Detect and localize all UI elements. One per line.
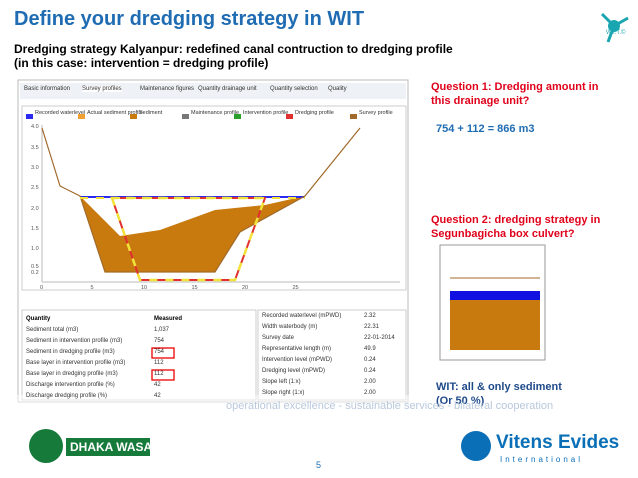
cell: Slope left (1:x) bbox=[262, 379, 301, 385]
note: (Or 50 %) bbox=[436, 395, 485, 407]
tab: Quantity drainage unit bbox=[198, 86, 257, 92]
legend-label: Maintenance profile bbox=[191, 110, 240, 116]
wit-node bbox=[608, 20, 620, 32]
cell: 1,037 bbox=[154, 327, 170, 333]
cell: 22-01-2014 bbox=[364, 335, 395, 341]
y-tick-label: 2.0 bbox=[31, 206, 39, 212]
cell: 112 bbox=[154, 360, 164, 366]
cell: Recorded waterlevel (mPWD) bbox=[262, 313, 342, 319]
legend-label: Actual sediment profile bbox=[87, 110, 143, 116]
cell: Discharge dredging profile (%) bbox=[26, 393, 108, 399]
parameter-table-frame bbox=[257, 309, 407, 401]
highlight bbox=[151, 347, 175, 359]
x-tick-label: 0 bbox=[40, 285, 44, 291]
cell: Survey date bbox=[262, 335, 295, 341]
cell: 42 bbox=[154, 382, 161, 388]
page-number: 5 bbox=[316, 460, 322, 470]
cell: 2.00 bbox=[364, 379, 376, 385]
tab: Maintenance figures bbox=[140, 86, 195, 92]
legend-swatch bbox=[286, 114, 293, 119]
quantity-table-frame bbox=[21, 309, 257, 401]
cell: Discharge intervention profile (%) bbox=[26, 382, 115, 388]
x-tick-label: 25 bbox=[292, 285, 299, 291]
tagline: operational excellence - sustainable ser… bbox=[226, 400, 554, 412]
y-tick-label: 1.0 bbox=[31, 246, 39, 252]
cell: 42 bbox=[154, 393, 161, 399]
cell: Base layer in intervention profile (m3) bbox=[26, 360, 126, 366]
dhaka-label-bg bbox=[66, 438, 150, 456]
note: WIT: all & only sediment bbox=[436, 381, 562, 393]
y-tick-label: 2.5 bbox=[31, 185, 39, 191]
cell: Base layer in dredging profile (m3) bbox=[26, 371, 118, 377]
vitens-sub: International bbox=[500, 455, 584, 464]
question: Question 2: dredging strategy in bbox=[431, 214, 601, 226]
vitens-logo bbox=[461, 431, 491, 461]
legend-swatch bbox=[182, 114, 189, 119]
x-tick-label: 20 bbox=[242, 285, 249, 291]
x-tick-label: 10 bbox=[141, 285, 148, 291]
dhaka-logo bbox=[29, 429, 63, 463]
legend-swatch bbox=[350, 114, 357, 119]
cell: 0.24 bbox=[364, 357, 376, 363]
y-tick-label: 1.5 bbox=[31, 226, 39, 232]
cell: 2.32 bbox=[364, 313, 376, 319]
answer: 754 + 112 = 866 m3 bbox=[436, 123, 535, 135]
mini-sediment bbox=[450, 300, 540, 350]
cell: Width waterbody (m) bbox=[262, 324, 318, 330]
y-tick-label: 3.5 bbox=[31, 145, 39, 151]
x-tick-label: 5 bbox=[90, 285, 94, 291]
sediment bbox=[80, 196, 305, 272]
legend-label: Recorded waterlevel bbox=[35, 110, 86, 116]
tab: Survey profiles bbox=[82, 86, 122, 92]
legend-label: Intervention profile bbox=[243, 110, 289, 116]
cell: 754 bbox=[154, 349, 165, 355]
tab: Quality bbox=[328, 86, 347, 92]
cell: Intervention level (mPWD) bbox=[262, 357, 333, 363]
wit-logo-text: W.I.T.© bbox=[606, 30, 626, 36]
column-header: Measured bbox=[154, 316, 183, 322]
column-header: Quantity bbox=[26, 316, 51, 322]
legend-label: Sediment bbox=[139, 110, 163, 116]
band bbox=[0, 395, 638, 423]
cell: 2.00 bbox=[364, 390, 376, 396]
cell: Slope right (1:x) bbox=[262, 390, 305, 396]
y-tick-label: 4.0 bbox=[31, 124, 39, 130]
x-tick-label: 15 bbox=[191, 285, 198, 291]
cell: Representative length (m) bbox=[262, 346, 332, 352]
highlight bbox=[151, 369, 175, 381]
legend-label: Survey profile bbox=[359, 110, 393, 116]
cell: Sediment total (m3) bbox=[26, 327, 79, 333]
survey-profile bbox=[41, 127, 361, 273]
legend-label: Dredging profile bbox=[295, 110, 334, 116]
tab: Basic information bbox=[24, 86, 71, 92]
title: Define your dredging strategy in WIT bbox=[14, 8, 365, 30]
legend-swatch bbox=[130, 114, 137, 119]
legend-swatch bbox=[234, 114, 241, 119]
question: Segunbagicha box culvert? bbox=[431, 228, 575, 240]
subtitle: Dredging strategy Kalyanpur: redefined c… bbox=[14, 42, 453, 56]
cell: Sediment in intervention profile (m3) bbox=[26, 338, 123, 344]
cell: 112 bbox=[154, 371, 164, 377]
y-tick-label: 3.0 bbox=[31, 165, 39, 171]
y-tick-label: 0.5 bbox=[31, 264, 39, 270]
legend-swatch bbox=[26, 114, 33, 119]
vitens-evides: Vitens Evides bbox=[496, 432, 620, 453]
cell: 0.24 bbox=[364, 368, 376, 374]
cell: Sediment in dredging profile (m3) bbox=[26, 349, 115, 355]
subtitle: (in this case: intervention = dredging p… bbox=[14, 56, 269, 70]
intervention-profile bbox=[110, 196, 267, 282]
question: Question 1: Dredging amount in bbox=[431, 81, 599, 93]
mini-water bbox=[450, 291, 540, 300]
cell: 49.9 bbox=[364, 346, 376, 352]
tab: Quantity selection bbox=[270, 86, 318, 92]
legend-swatch bbox=[78, 114, 85, 119]
question: this drainage unit? bbox=[431, 95, 530, 107]
cell: 754 bbox=[154, 338, 165, 344]
cell: Dredging level (mPWD) bbox=[262, 368, 326, 374]
y-tick-label: 0.2 bbox=[31, 270, 39, 276]
cell: 22.31 bbox=[364, 324, 380, 330]
dhaka-wasa: DHAKA WASA bbox=[70, 440, 153, 454]
